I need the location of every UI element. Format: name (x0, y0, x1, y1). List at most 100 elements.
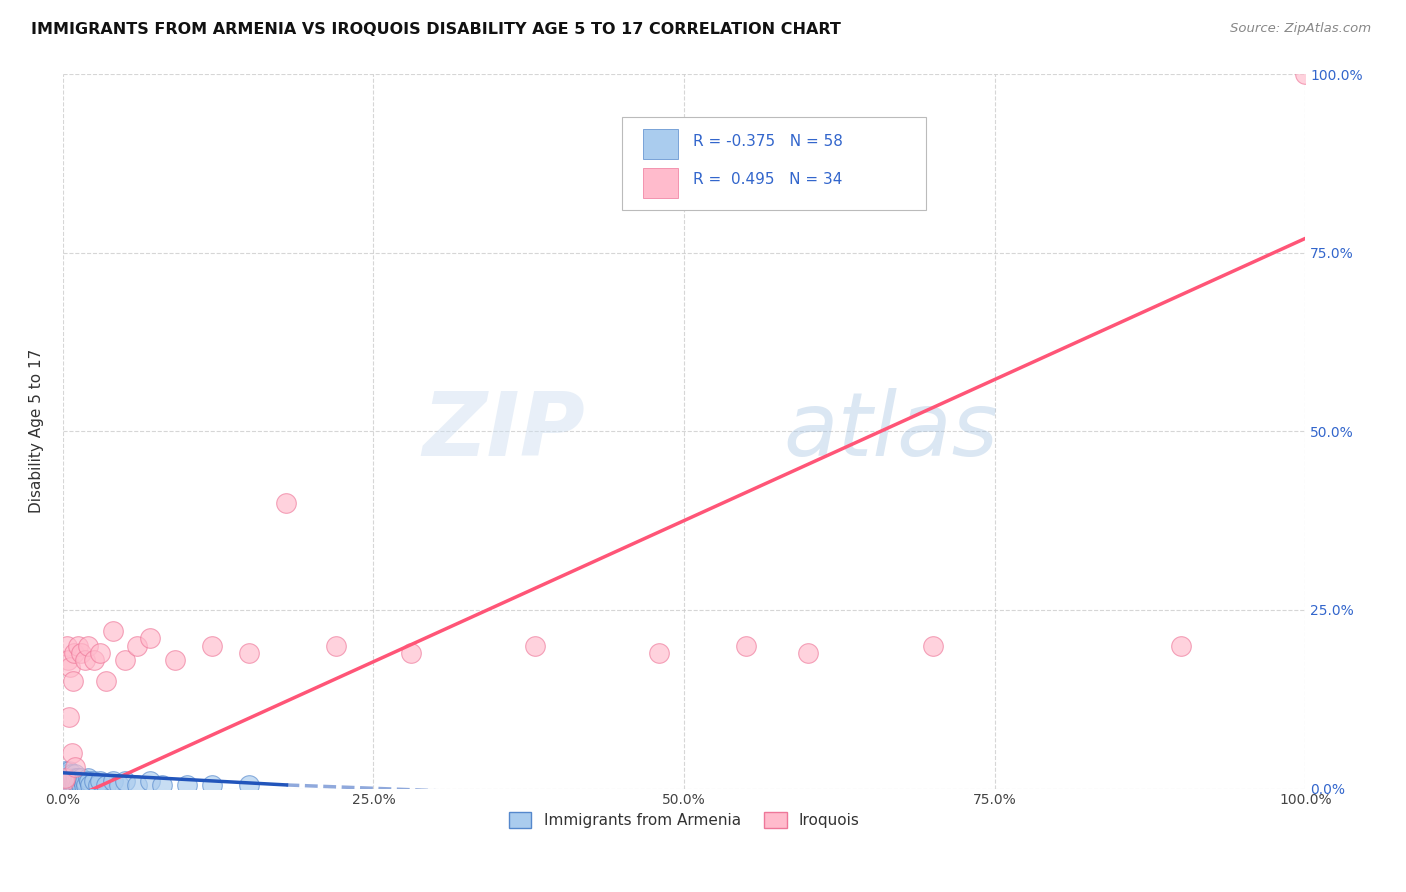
Point (60, 746, 83, 760)
Point (60, 774, 83, 789)
Point (69, 774, 91, 789)
Point (60, 767, 83, 781)
Text: R = -0.375   N = 58: R = -0.375 N = 58 (693, 134, 842, 149)
Point (201, 778, 224, 792)
Point (65, 774, 87, 789)
Point (65, 778, 87, 792)
Point (1294, 67, 1316, 81)
Point (63, 646, 86, 660)
Point (66, 639, 89, 653)
Point (114, 653, 136, 667)
Point (59, 660, 82, 674)
Point (201, 639, 224, 653)
Point (53, 767, 76, 781)
Point (1170, 639, 1192, 653)
Point (89, 774, 111, 789)
Point (83, 653, 105, 667)
Point (56, 771, 79, 785)
Point (79, 778, 101, 792)
Point (55, 771, 77, 785)
Point (63, 778, 86, 792)
Point (101, 624, 124, 639)
Point (70, 771, 93, 785)
Point (70, 778, 93, 792)
Point (53, 778, 76, 792)
Point (163, 653, 186, 667)
Point (63, 774, 86, 789)
Point (83, 774, 105, 789)
Point (75, 778, 97, 792)
Point (921, 639, 943, 653)
Point (76, 639, 98, 653)
Point (52, 774, 75, 789)
Point (53, 771, 76, 785)
Point (55, 639, 77, 653)
Point (150, 778, 173, 792)
Point (66, 771, 89, 785)
Point (96, 674, 118, 689)
Point (58, 774, 80, 789)
Point (58, 778, 80, 792)
Point (127, 639, 149, 653)
Point (55, 774, 77, 789)
Point (53, 771, 76, 785)
Point (58, 764, 80, 778)
Point (53, 778, 76, 792)
Point (238, 778, 260, 792)
Point (72, 774, 94, 789)
Point (62, 771, 84, 785)
Text: R =  0.495   N = 34: R = 0.495 N = 34 (693, 172, 842, 187)
Point (139, 632, 162, 646)
Point (65, 767, 87, 781)
Legend: Immigrants from Armenia, Iroquois: Immigrants from Armenia, Iroquois (502, 806, 866, 835)
Point (524, 639, 547, 653)
Point (114, 774, 136, 789)
Point (89, 646, 111, 660)
Point (107, 778, 129, 792)
Point (73, 778, 96, 792)
Point (59, 778, 82, 792)
Point (75, 774, 97, 789)
Point (276, 496, 298, 510)
Text: atlas: atlas (783, 388, 998, 475)
Point (76, 771, 98, 785)
Point (59, 771, 82, 785)
Point (66, 778, 89, 792)
Point (77, 774, 100, 789)
Text: ZIP: ZIP (422, 388, 585, 475)
Point (67, 774, 90, 789)
Point (176, 778, 198, 792)
Point (53, 767, 76, 781)
Point (56, 767, 79, 781)
Point (127, 778, 149, 792)
Point (58, 710, 80, 724)
Point (62, 674, 84, 689)
Point (139, 774, 162, 789)
Point (65, 774, 87, 789)
Point (70, 646, 93, 660)
Point (56, 653, 79, 667)
Y-axis label: Disability Age 5 to 17: Disability Age 5 to 17 (30, 349, 44, 514)
Point (325, 639, 347, 653)
Point (101, 774, 124, 789)
Point (648, 646, 671, 660)
Point (59, 774, 82, 789)
Bar (643, 168, 678, 198)
Point (55, 778, 77, 792)
Point (65, 760, 87, 774)
Point (62, 778, 84, 792)
Point (56, 778, 79, 792)
Point (238, 646, 260, 660)
Text: Source: ZipAtlas.com: Source: ZipAtlas.com (1230, 22, 1371, 36)
Point (96, 778, 118, 792)
Text: IMMIGRANTS FROM ARMENIA VS IROQUOIS DISABILITY AGE 5 TO 17 CORRELATION CHART: IMMIGRANTS FROM ARMENIA VS IROQUOIS DISA… (31, 22, 841, 37)
Bar (643, 129, 678, 159)
Point (797, 646, 820, 660)
Point (75, 653, 97, 667)
Point (65, 771, 87, 785)
Point (53, 764, 76, 778)
Point (53, 774, 76, 789)
FancyBboxPatch shape (621, 117, 927, 210)
Point (399, 646, 422, 660)
Point (53, 774, 76, 789)
